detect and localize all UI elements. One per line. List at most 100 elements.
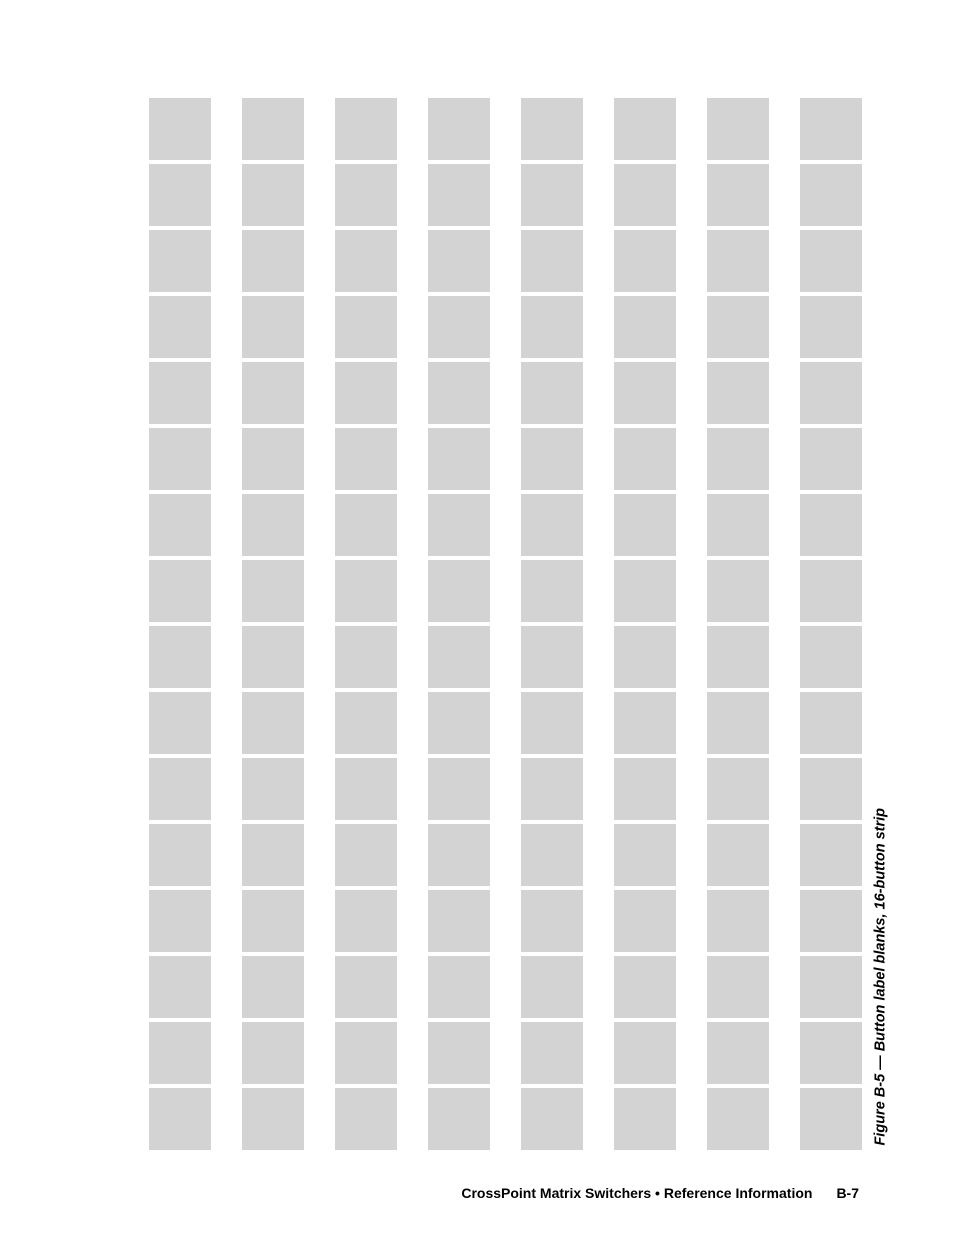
label-blank: [521, 560, 583, 622]
figure-caption: Figure B-5 — Button label blanks, 16-but…: [873, 808, 889, 1146]
label-strip-column: [335, 98, 397, 1150]
label-strip-column: [521, 98, 583, 1150]
label-blank: [800, 890, 862, 952]
label-blank: [335, 824, 397, 886]
label-blank: [335, 296, 397, 358]
label-blank: [614, 164, 676, 226]
label-blank: [521, 758, 583, 820]
label-blank: [614, 296, 676, 358]
label-blank: [707, 758, 769, 820]
label-blank: [614, 560, 676, 622]
label-blank: [521, 692, 583, 754]
label-blank: [521, 956, 583, 1018]
label-blank: [521, 824, 583, 886]
label-blank: [800, 758, 862, 820]
label-blank: [149, 1022, 211, 1084]
label-blank: [428, 758, 490, 820]
label-blank: [707, 692, 769, 754]
label-blank: [149, 296, 211, 358]
label-blank: [428, 890, 490, 952]
label-blank: [335, 758, 397, 820]
label-blank: [335, 98, 397, 160]
label-blank: [428, 626, 490, 688]
label-blank: [242, 758, 304, 820]
label-blank: [614, 362, 676, 424]
label-blank: [521, 494, 583, 556]
label-blank: [149, 494, 211, 556]
label-blank: [800, 494, 862, 556]
label-blank: [428, 164, 490, 226]
page-footer: CrossPoint Matrix Switchers • Reference …: [461, 1185, 859, 1201]
label-blank: [149, 230, 211, 292]
label-blank: [521, 1088, 583, 1150]
label-blank: [149, 626, 211, 688]
label-blank: [149, 560, 211, 622]
label-strip-column: [707, 98, 769, 1150]
label-blank: [707, 230, 769, 292]
label-blank: [800, 1088, 862, 1150]
label-blank: [335, 956, 397, 1018]
label-blank: [335, 164, 397, 226]
label-blank: [800, 164, 862, 226]
label-blank: [335, 560, 397, 622]
label-blank: [428, 428, 490, 490]
label-blank: [614, 1022, 676, 1084]
label-blank: [614, 230, 676, 292]
label-blank: [335, 692, 397, 754]
label-blank: [149, 890, 211, 952]
label-blank: [707, 428, 769, 490]
document-page: Figure B-5 — Button label blanks, 16-but…: [0, 0, 954, 1235]
label-blank: [521, 1022, 583, 1084]
label-blank: [800, 626, 862, 688]
label-blank: [335, 1022, 397, 1084]
label-blank: [707, 98, 769, 160]
label-blank: [149, 1088, 211, 1150]
label-blank: [614, 692, 676, 754]
label-blank: [707, 956, 769, 1018]
label-blank: [335, 890, 397, 952]
label-strip-column: [800, 98, 862, 1150]
label-blank: [614, 956, 676, 1018]
label-blank: [521, 230, 583, 292]
label-blank: [521, 626, 583, 688]
label-blank: [800, 98, 862, 160]
label-blank: [614, 626, 676, 688]
label-blank: [800, 362, 862, 424]
label-strip-column: [242, 98, 304, 1150]
label-blank: [335, 428, 397, 490]
label-blank: [242, 494, 304, 556]
label-blank: [614, 494, 676, 556]
label-blank: [800, 428, 862, 490]
label-blank: [707, 164, 769, 226]
label-blank: [428, 98, 490, 160]
label-blank: [242, 428, 304, 490]
label-blank: [800, 296, 862, 358]
button-label-grid: [149, 98, 862, 1150]
label-blank: [335, 494, 397, 556]
label-blank: [800, 956, 862, 1018]
label-blank: [149, 824, 211, 886]
label-blank: [428, 230, 490, 292]
label-blank: [428, 692, 490, 754]
label-blank: [242, 362, 304, 424]
footer-page-number: B-7: [836, 1185, 859, 1201]
label-blank: [242, 626, 304, 688]
label-blank: [149, 164, 211, 226]
label-blank: [242, 1088, 304, 1150]
label-blank: [521, 164, 583, 226]
label-blank: [707, 1022, 769, 1084]
footer-title: CrossPoint Matrix Switchers • Reference …: [461, 1185, 812, 1201]
label-blank: [149, 98, 211, 160]
label-blank: [428, 296, 490, 358]
label-blank: [335, 362, 397, 424]
label-blank: [428, 560, 490, 622]
label-blank: [614, 824, 676, 886]
label-blank: [614, 428, 676, 490]
label-blank: [335, 230, 397, 292]
label-blank: [242, 296, 304, 358]
label-blank: [521, 296, 583, 358]
label-strip-column: [428, 98, 490, 1150]
label-blank: [800, 230, 862, 292]
label-blank: [242, 1022, 304, 1084]
label-blank: [707, 494, 769, 556]
